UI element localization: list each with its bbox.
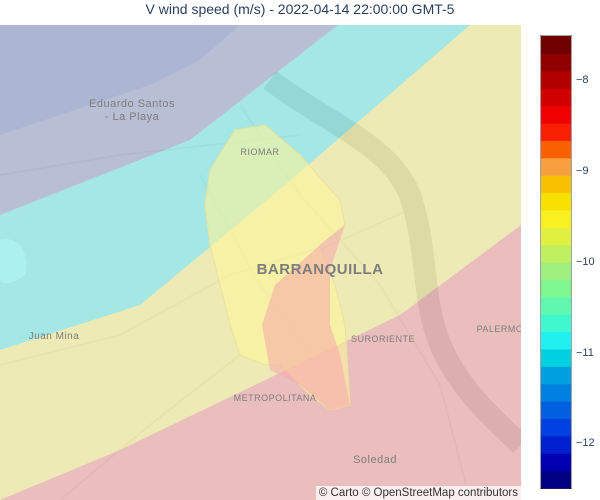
map-attribution[interactable]: © Carto © OpenStreetMap contributors <box>315 486 521 500</box>
label-palermo: PALERMO <box>477 324 521 334</box>
colorbar-segment <box>541 435 571 454</box>
city-south-overlay[interactable] <box>262 225 350 410</box>
label-juan-mina: Juan Mina <box>29 331 80 342</box>
colorbar-segment <box>541 262 571 280</box>
colorbar-tick-label: −8 <box>576 74 589 86</box>
colorbar-segment <box>541 470 571 489</box>
colorbar-segment <box>541 244 571 263</box>
colorbar-segment <box>541 296 571 315</box>
colorbar-segment <box>541 175 571 194</box>
label-metropolitana: METROPOLITANA <box>234 393 317 403</box>
colorbar-tick-label: −10 <box>576 256 595 268</box>
colorbar-segment <box>541 314 571 333</box>
label-suroriente: SURORIENTE <box>351 334 415 344</box>
colorbar-segment <box>541 88 571 107</box>
colorbar-tick-label: −12 <box>576 437 595 449</box>
label-eduardo-santos-1: Eduardo Santos <box>89 98 175 110</box>
colorbar-segment <box>541 53 571 72</box>
colorbar-segment <box>541 140 571 159</box>
colorbar-segment <box>541 70 571 89</box>
label-riomar: RIOMAR <box>241 147 280 157</box>
colorbar-segment <box>541 192 571 211</box>
colorbar-segment <box>541 122 571 141</box>
colorbar-segment <box>541 418 571 437</box>
colorbar-segment <box>541 401 571 420</box>
wind-zone-4[interactable] <box>0 225 521 500</box>
label-soledad: Soledad <box>353 454 397 466</box>
colorbar-segment <box>541 348 571 367</box>
colorbar-segment <box>541 453 571 472</box>
map-plot[interactable]: Eduardo Santos - La Playa RIOMAR BARRANQ… <box>0 25 521 500</box>
label-barranquilla: BARRANQUILLA <box>257 261 384 278</box>
colorbar-tick-label: −9 <box>576 165 589 177</box>
colorbar-segment <box>541 36 571 54</box>
label-eduardo-santos-2: - La Playa <box>105 111 160 123</box>
colorbar-segment <box>541 279 571 298</box>
colorbar-tick-label: −11 <box>576 347 594 359</box>
colorbar-segment <box>541 366 571 385</box>
colorbar-segment <box>541 383 571 402</box>
colorbar-segment <box>541 209 571 228</box>
colorbar-segment <box>541 227 571 246</box>
chart-title: V wind speed (m/s) - 2022-04-14 22:00:00… <box>145 1 455 17</box>
colorbar <box>540 35 572 489</box>
wind-zone-1[interactable] <box>0 25 338 215</box>
map-canvas[interactable]: Eduardo Santos - La Playa RIOMAR BARRANQ… <box>0 25 521 500</box>
colorbar-segment <box>541 331 571 350</box>
colorbar-segment <box>541 105 571 124</box>
colorbar-segment <box>541 157 571 176</box>
